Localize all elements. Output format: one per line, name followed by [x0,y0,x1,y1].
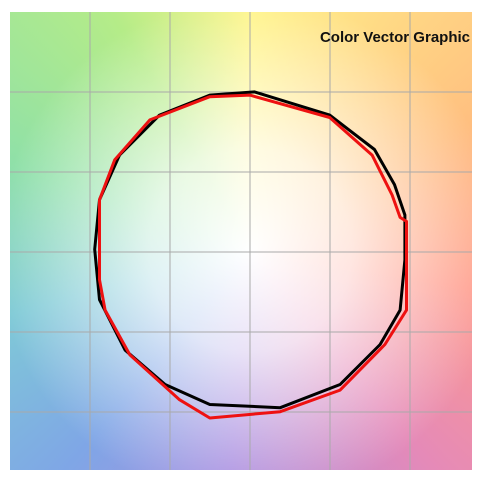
chart-title: Color Vector Graphic [320,29,470,46]
vector-curve [98,93,408,420]
grid [10,12,472,470]
vector-curve [93,90,407,410]
color-background [10,12,472,470]
